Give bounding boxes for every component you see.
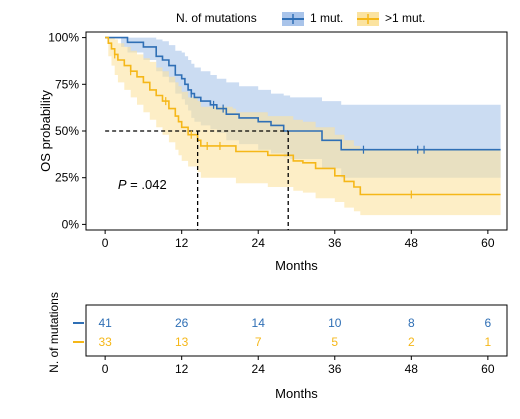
y-tick-label-50: 50% <box>55 124 79 138</box>
confidence-band-series-1 <box>105 37 501 216</box>
x-tick-label-12: 12 <box>175 236 189 250</box>
risk-count-series-1-0: 33 <box>98 335 112 349</box>
legend-item-gt-one-mut: >1 mut. <box>357 11 425 26</box>
risk-table-frame <box>85 304 508 357</box>
x-tick-label-36: 36 <box>328 236 342 250</box>
x-tick-label-60: 60 <box>481 236 495 250</box>
y-tick-label-0: 0% <box>62 217 80 231</box>
legend-label-one-mut: 1 mut. <box>310 11 343 25</box>
risk-table-x-label: Months <box>275 386 318 401</box>
y-tick-label-75: 75% <box>55 77 79 91</box>
risk-count-series-1-60: 1 <box>485 335 492 349</box>
x-tick-label-0: 0 <box>102 236 109 250</box>
risk-table-title: N. of mutations <box>47 292 61 373</box>
risk-x-tick-label-0: 0 <box>102 362 109 376</box>
x-axis-label: Months <box>275 258 318 273</box>
legend-title: N. of mutations <box>176 11 257 25</box>
survival-curves <box>105 36 501 196</box>
risk-count-series-0-12: 26 <box>175 316 189 330</box>
risk-count-series-1-12: 13 <box>175 335 189 349</box>
risk-count-series-1-36: 5 <box>331 335 338 349</box>
risk-count-series-1-24: 7 <box>255 335 262 349</box>
median-lines <box>105 130 289 230</box>
risk-x-tick-label-12: 12 <box>175 362 189 376</box>
risk-table-x-axis: 0 12 24 36 48 60 <box>102 356 495 376</box>
confidence-bands <box>105 37 501 216</box>
y-tick-label-25: 25% <box>55 171 79 185</box>
risk-table: 41 26 14 10 8 6 33 13 7 5 2 1 0 12 24 36 48 60 N. of mut… <box>47 292 508 401</box>
survival-curve-series-1 <box>105 36 501 196</box>
y-tick-label-100: 100% <box>48 31 79 45</box>
x-tick-label-48: 48 <box>405 236 419 250</box>
p-value-annotation: P = .042 <box>118 177 167 192</box>
risk-count-series-0-36: 10 <box>328 316 342 330</box>
x-tick-label-24: 24 <box>252 236 266 250</box>
risk-count-series-0-48: 8 <box>408 316 415 330</box>
risk-x-tick-label-36: 36 <box>328 362 342 376</box>
survival-curve-series-0 <box>105 36 501 151</box>
risk-count-series-0-24: 14 <box>252 316 266 330</box>
y-axis: 0% 25% 50% 75% 100% <box>48 31 86 231</box>
survival-plot: 0 12 24 36 48 60 0% 25% 50% 75% 100% P = .042 Mon… <box>38 31 508 273</box>
risk-x-tick-label-48: 48 <box>405 362 419 376</box>
risk-count-series-1-48: 2 <box>408 335 415 349</box>
risk-x-tick-label-24: 24 <box>252 362 266 376</box>
legend-label-gt-one-mut: >1 mut. <box>385 11 425 25</box>
legend: N. of mutations 1 mut. >1 mut. <box>176 11 425 26</box>
y-axis-label: OS probability <box>38 90 53 172</box>
p-value-symbol: P <box>118 177 127 192</box>
risk-table-rows: 41 26 14 10 8 6 33 13 7 5 2 1 <box>73 316 492 349</box>
risk-count-series-0-60: 6 <box>485 316 492 330</box>
x-axis: 0 12 24 36 48 60 <box>102 230 495 250</box>
risk-x-tick-label-60: 60 <box>481 362 495 376</box>
risk-count-series-0-0: 41 <box>98 316 112 330</box>
censor-marks <box>114 50 425 199</box>
confidence-band-series-0 <box>105 37 501 178</box>
legend-item-one-mut: 1 mut. <box>282 11 343 26</box>
p-value-text: = .042 <box>127 177 167 192</box>
